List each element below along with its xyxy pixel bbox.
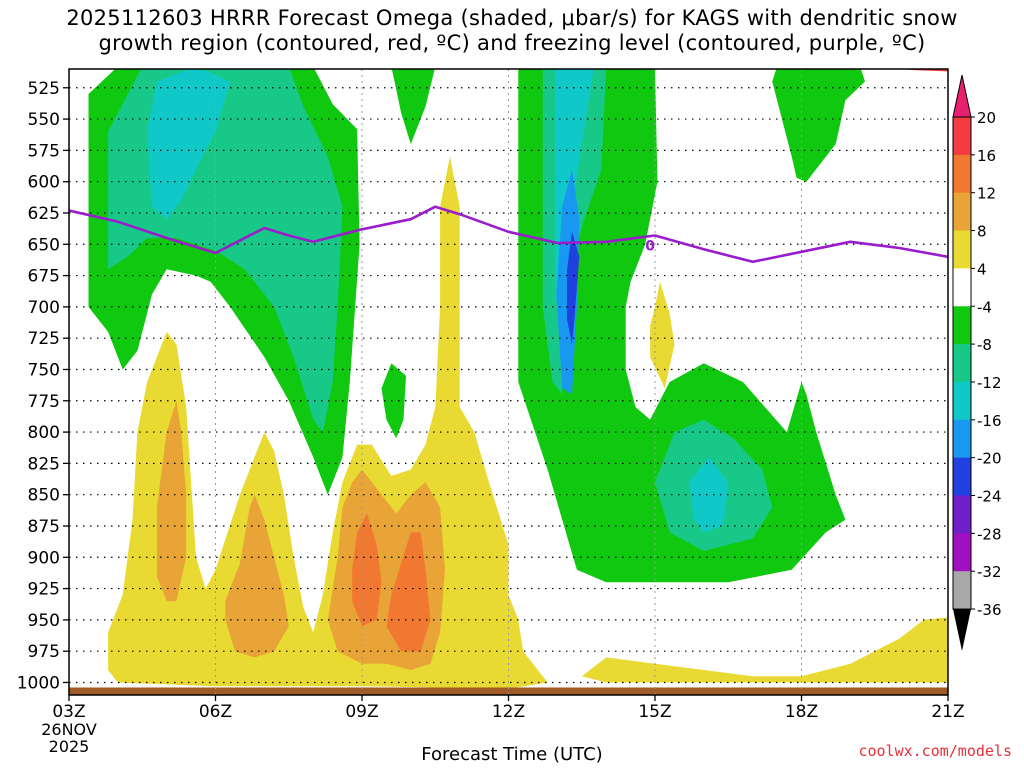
y-tick-label-675: 675 xyxy=(28,267,60,287)
colorbar-label-4: 4 xyxy=(977,260,987,278)
omega-region-16 xyxy=(156,400,187,602)
omega-region-9 xyxy=(689,457,729,533)
colorbar-label-8: -16 xyxy=(977,412,1002,430)
y-tick-label-700: 700 xyxy=(28,298,60,318)
y-tick-label-650: 650 xyxy=(28,235,60,255)
y-tick-label-600: 600 xyxy=(28,173,60,193)
omega-region-12 xyxy=(772,69,865,182)
colorbar-label-1: 16 xyxy=(977,147,996,165)
omega-region-20 xyxy=(386,532,431,652)
x-tick-label-09Z: 09Z xyxy=(345,702,378,722)
colorbar-bin-5 xyxy=(953,306,971,345)
colorbar-bin-4 xyxy=(953,268,971,307)
colorbar-label-0: 20 xyxy=(977,109,996,127)
y-tick-label-725: 725 xyxy=(28,329,60,349)
colorbar-label-9: -20 xyxy=(977,450,1002,468)
colorbar-label-5: -4 xyxy=(977,298,992,316)
y-tick-label-800: 800 xyxy=(28,423,60,443)
colorbar-bin-2 xyxy=(953,192,971,232)
y-tick-label-750: 750 xyxy=(28,360,60,380)
y-tick-label-525: 525 xyxy=(28,79,60,99)
y-tick-label-900: 900 xyxy=(28,548,60,568)
y-tick-label-925: 925 xyxy=(28,580,60,600)
omega-region-15 xyxy=(581,617,948,683)
y-tick-label-850: 850 xyxy=(28,486,60,506)
colorbar-label-13: -36 xyxy=(977,601,1002,619)
colorbar-bin-11 xyxy=(953,533,971,572)
colorbar-label-3: 8 xyxy=(977,223,987,241)
colorbar-bin-1 xyxy=(953,154,971,194)
y-tick-label-550: 550 xyxy=(28,110,60,130)
credit-link[interactable]: coolwx.com/models xyxy=(858,742,1012,760)
y-tick-label-775: 775 xyxy=(28,392,60,412)
omega-region-19 xyxy=(352,513,382,627)
omega-region-11 xyxy=(567,231,580,345)
dendritic-growth-contour xyxy=(900,69,948,72)
colorbar-frame xyxy=(952,116,972,610)
colorbar-bottom-arrow xyxy=(953,609,971,652)
surface-terrain xyxy=(69,687,948,695)
colorbar-label-2: 12 xyxy=(977,185,996,203)
colorbar-bin-7 xyxy=(953,381,971,421)
colorbar-label-6: -8 xyxy=(977,336,992,354)
colorbar-bin-12 xyxy=(953,571,971,610)
chart-title: 2025112603 HRRR Forecast Omega (shaded, … xyxy=(0,6,1024,56)
y-tick-label-625: 625 xyxy=(28,204,60,224)
colorbar-bin-6 xyxy=(953,344,971,383)
colorbar-label-7: -12 xyxy=(977,374,1002,392)
colorbar-label-12: -32 xyxy=(977,563,1002,581)
x-tick-label-18Z: 18Z xyxy=(785,702,818,722)
colorbar-bin-10 xyxy=(953,495,971,534)
x-tick-label-15Z: 15Z xyxy=(638,702,671,722)
colorbar-bin-8 xyxy=(953,419,971,459)
freezing-level-label: 0 xyxy=(645,238,655,254)
x-tick-label-03Z: 03Z xyxy=(52,702,85,722)
y-tick-label-875: 875 xyxy=(28,517,60,537)
colorbar-label-11: -28 xyxy=(977,525,1002,543)
y-tick-label-975: 975 xyxy=(28,642,60,662)
colorbar-bin-9 xyxy=(953,457,971,496)
colorbar-bin-3 xyxy=(953,230,971,269)
chart-title-line-2: growth region (contoured, red, ºC) and f… xyxy=(98,31,926,55)
chart-title-line-1: 2025112603 HRRR Forecast Omega (shaded, … xyxy=(66,6,958,30)
omega-region-17 xyxy=(225,494,289,658)
omega-region-4 xyxy=(381,363,406,439)
omega-region-3 xyxy=(391,69,435,145)
y-tick-label-1000: 1000 xyxy=(17,673,60,693)
x-tick-label-21Z: 21Z xyxy=(931,702,964,722)
y-tick-label-575: 575 xyxy=(28,141,60,161)
y-tick-label-825: 825 xyxy=(28,454,60,474)
omega-region-14 xyxy=(650,281,675,389)
colorbar-bin-0 xyxy=(953,117,971,156)
y-tick-label-950: 950 xyxy=(28,611,60,631)
colorbar-label-10: -24 xyxy=(977,488,1002,506)
x-tick-sublabel-0: 26NOV xyxy=(41,720,97,739)
colorbar-top-arrow xyxy=(952,74,972,118)
x-tick-label-12Z: 12Z xyxy=(492,702,525,722)
freezing-level-line xyxy=(69,205,948,264)
x-tick-label-06Z: 06Z xyxy=(199,702,232,722)
x-tick-sublabel-1: 2025 xyxy=(49,737,90,756)
x-axis-label: Forecast Time (UTC) xyxy=(421,744,603,765)
omega-region-5 xyxy=(518,69,846,583)
